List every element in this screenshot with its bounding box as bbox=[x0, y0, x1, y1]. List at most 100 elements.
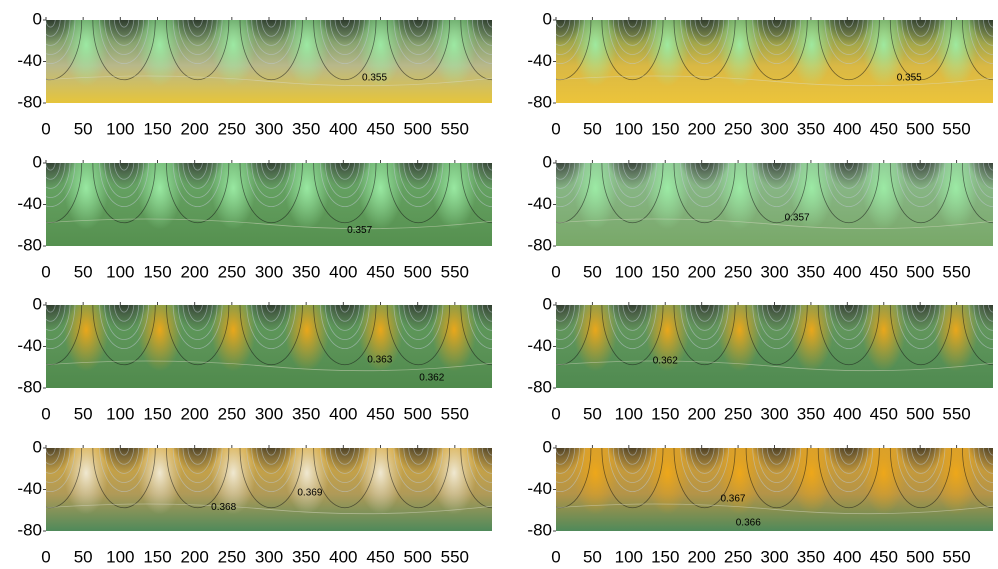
x-tick-label: 100 bbox=[615, 119, 643, 138]
x-tick-label: 500 bbox=[403, 119, 431, 138]
x-tick-label: 100 bbox=[615, 262, 643, 281]
x-tick-label: 350 bbox=[797, 262, 825, 281]
x-tick-label: 250 bbox=[218, 119, 246, 138]
x-tick-label: 500 bbox=[403, 262, 431, 281]
x-tick-label: 250 bbox=[724, 404, 752, 423]
x-tick-label: 150 bbox=[651, 262, 679, 281]
x-tick-label: 450 bbox=[870, 262, 898, 281]
x-tick-label: 550 bbox=[441, 262, 469, 281]
x-tick-label: 500 bbox=[403, 547, 431, 566]
y-tick-label: -80 bbox=[17, 235, 42, 254]
x-tick-label: 350 bbox=[797, 404, 825, 423]
x-tick-label: 100 bbox=[106, 119, 134, 138]
x-tick-label: 400 bbox=[833, 547, 861, 566]
x-tick-label: 0 bbox=[551, 404, 560, 423]
x-tick-label: 0 bbox=[551, 547, 560, 566]
x-tick-label: 250 bbox=[218, 262, 246, 281]
x-tick-label: 100 bbox=[106, 404, 134, 423]
x-tick-label: 200 bbox=[687, 404, 715, 423]
y-tick-label: -40 bbox=[527, 479, 552, 498]
x-tick-label: 0 bbox=[41, 547, 50, 566]
x-tick-label: 300 bbox=[760, 404, 788, 423]
x-tick-label: 150 bbox=[143, 262, 171, 281]
x-tick-label: 350 bbox=[292, 262, 320, 281]
x-tick-label: 50 bbox=[583, 404, 602, 423]
contour-field bbox=[19, 245, 550, 388]
y-tick-label: -80 bbox=[527, 235, 552, 254]
x-tick-label: 400 bbox=[833, 262, 861, 281]
x-tick-label: 150 bbox=[143, 404, 171, 423]
x-tick-label: 450 bbox=[366, 262, 394, 281]
contour-label: 0.362 bbox=[419, 372, 444, 383]
x-tick-label: 400 bbox=[329, 547, 357, 566]
x-tick-label: 100 bbox=[106, 547, 134, 566]
x-tick-label: 450 bbox=[870, 547, 898, 566]
x-tick-label: 350 bbox=[797, 119, 825, 138]
x-tick-label: 50 bbox=[74, 119, 93, 138]
x-tick-label: 200 bbox=[687, 262, 715, 281]
x-tick-label: 350 bbox=[797, 547, 825, 566]
contour-label: 0.357 bbox=[785, 213, 810, 224]
y-tick-label: 0 bbox=[33, 437, 42, 456]
x-tick-label: 50 bbox=[583, 119, 602, 138]
x-tick-label: 200 bbox=[687, 547, 715, 566]
x-tick-label: 500 bbox=[906, 262, 934, 281]
x-tick-label: 200 bbox=[687, 119, 715, 138]
x-tick-label: 550 bbox=[942, 119, 970, 138]
x-tick-label: 150 bbox=[651, 547, 679, 566]
x-tick-label: 500 bbox=[403, 404, 431, 423]
x-tick-label: 100 bbox=[615, 547, 643, 566]
x-tick-label: 350 bbox=[292, 119, 320, 138]
x-tick-label: 50 bbox=[583, 262, 602, 281]
x-tick-label: 550 bbox=[441, 119, 469, 138]
contour-label: 0.355 bbox=[897, 73, 922, 84]
y-tick-label: -40 bbox=[527, 336, 552, 355]
x-tick-label: 550 bbox=[942, 404, 970, 423]
x-tick-label: 150 bbox=[143, 119, 171, 138]
y-tick-label: 0 bbox=[543, 152, 552, 171]
y-tick-label: -40 bbox=[17, 336, 42, 355]
y-tick-label: -40 bbox=[527, 194, 552, 213]
x-tick-label: 200 bbox=[180, 404, 208, 423]
x-tick-label: 0 bbox=[41, 119, 50, 138]
x-tick-label: 500 bbox=[906, 404, 934, 423]
contour-label: 0.363 bbox=[367, 355, 392, 366]
x-tick-label: 250 bbox=[218, 404, 246, 423]
x-tick-label: 150 bbox=[143, 547, 171, 566]
x-tick-label: 550 bbox=[942, 547, 970, 566]
x-tick-label: 450 bbox=[870, 404, 898, 423]
field-low bbox=[465, 254, 519, 357]
x-tick-label: 200 bbox=[180, 547, 208, 566]
x-tick-label: 0 bbox=[551, 262, 560, 281]
y-tick-label: -80 bbox=[17, 92, 42, 111]
x-tick-label: 300 bbox=[760, 262, 788, 281]
y-tick-label: 0 bbox=[543, 294, 552, 313]
y-tick-label: -80 bbox=[527, 377, 552, 396]
x-tick-label: 250 bbox=[724, 119, 752, 138]
panel: 0.3630.3620-40-8005010015020025030035040… bbox=[17, 245, 550, 423]
x-tick-label: 500 bbox=[906, 547, 934, 566]
x-tick-label: 0 bbox=[41, 404, 50, 423]
x-tick-label: 50 bbox=[74, 547, 93, 566]
contour-field bbox=[19, 388, 550, 531]
contour-field bbox=[19, 103, 550, 246]
x-tick-label: 300 bbox=[760, 547, 788, 566]
contour-label: 0.367 bbox=[720, 493, 745, 504]
x-tick-label: 300 bbox=[255, 119, 283, 138]
x-tick-label: 200 bbox=[180, 119, 208, 138]
x-tick-label: 100 bbox=[106, 262, 134, 281]
x-tick-label: 300 bbox=[255, 404, 283, 423]
x-tick-label: 200 bbox=[180, 262, 208, 281]
x-tick-label: 450 bbox=[366, 119, 394, 138]
y-tick-label: 0 bbox=[33, 294, 42, 313]
y-tick-label: -40 bbox=[17, 51, 42, 70]
x-tick-label: 400 bbox=[833, 119, 861, 138]
y-tick-label: -40 bbox=[17, 479, 42, 498]
contour-label: 0.362 bbox=[653, 356, 678, 367]
contour-field bbox=[19, 0, 550, 103]
x-tick-label: 350 bbox=[292, 547, 320, 566]
field-low bbox=[465, 112, 519, 215]
panel: 0.3550-40-800501001502002503003504004505… bbox=[527, 0, 998, 138]
